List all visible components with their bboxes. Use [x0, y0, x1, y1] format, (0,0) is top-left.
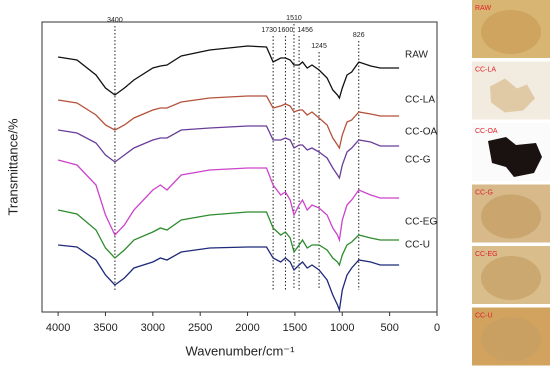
x-tick-label: 2500	[188, 322, 212, 334]
peak-label: 1730	[261, 27, 277, 34]
peak-label: 1600	[278, 27, 294, 34]
photo-label: RAW	[475, 5, 491, 12]
x-tick-label: 500	[380, 322, 398, 334]
x-tick-label: 1500	[283, 322, 307, 334]
series-label: CC-LA	[405, 95, 435, 106]
photo-pile	[481, 256, 541, 300]
series-label: CC-G	[405, 155, 431, 166]
photo-label: CC-EG	[475, 251, 498, 258]
series-label: RAW	[405, 50, 429, 61]
y-axis-label: Transmittance/%	[5, 118, 20, 215]
peak-label: 1245	[311, 43, 327, 50]
x-tick-label: 2000	[235, 322, 259, 334]
x-tick-label: 3500	[93, 322, 117, 334]
x-tick-label: 3000	[141, 322, 165, 334]
x-tick-label: 1000	[330, 322, 354, 334]
series-line	[57, 125, 400, 180]
photo-pile	[481, 10, 541, 54]
x-tick-label: 4000	[46, 322, 70, 334]
series-line	[57, 209, 400, 267]
photo-label: CC-U	[475, 312, 493, 319]
photo-label: CC-OA	[475, 128, 498, 135]
peak-label: 1510	[286, 15, 302, 22]
x-axis-label: Wavenumber/cm⁻¹	[186, 343, 296, 358]
series-label: CC-EG	[405, 217, 437, 228]
plot-frame	[41, 21, 438, 313]
photo-pile	[481, 317, 541, 362]
photo-pile	[481, 194, 541, 239]
series-line	[57, 45, 400, 100]
photo-pieces	[488, 137, 542, 177]
series-label: CC-U	[405, 240, 430, 251]
peak-label: 826	[353, 32, 365, 39]
series-line	[57, 95, 400, 150]
series-label: CC-OA	[405, 127, 438, 138]
series-line	[57, 159, 400, 243]
photo-pieces	[490, 78, 535, 113]
peak-label: 1456	[297, 27, 313, 34]
series-line	[58, 244, 400, 313]
peak-label: 3400	[107, 17, 123, 24]
photo-label: CC-G	[475, 189, 493, 196]
photo-label: CC-LA	[475, 66, 496, 73]
x-tick-label: 0	[434, 322, 440, 334]
